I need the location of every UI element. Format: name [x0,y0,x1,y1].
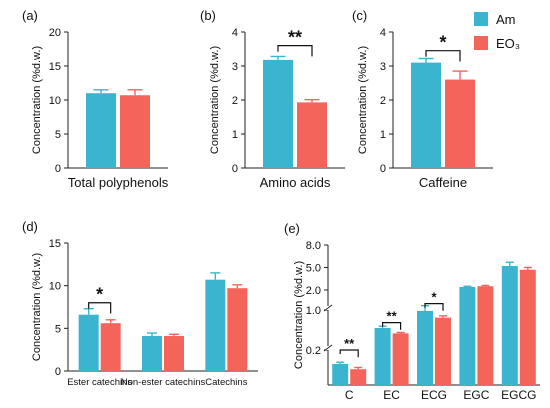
y-tick-label: 10 [49,281,61,293]
bar-e-0-3 [459,287,476,385]
panel-label: (c) [352,8,367,23]
x-tick-label: Catechins [205,377,247,388]
legend-label-eo3: EO₃ [496,36,520,51]
y-tick-label: 2 [232,95,238,107]
x-tick-label: Amino acids [260,175,331,190]
y-tick-label: 1.0 [306,305,321,317]
y-tick-label: 8.0 [306,240,321,252]
legend-label-am: Am [496,12,516,27]
chart-panel-c: (c) 0 1 2 3 4 Concentration (%d.w.) Caffeine * [352,8,493,190]
y-axis-label: Concentration (%d.w.) [31,46,43,154]
y-tick-label: 10 [49,95,61,107]
y-axis-label: Concentration (%d.w.) [293,261,305,369]
y-tick-label: 0 [232,163,238,175]
panel-label: (e) [284,221,300,236]
bar-d-1-1 [164,336,184,371]
x-tick-label: EC [383,388,400,402]
bar-d-0-2 [205,279,226,371]
y-tick-label: 1 [232,129,238,141]
significance-bracket [277,45,313,57]
bar-e-1-0 [350,369,367,385]
bar-e-0-1 [374,328,391,385]
significance-label: * [439,33,446,53]
y-tick-label: 15 [49,238,61,250]
y-tick-label: 3 [232,61,238,73]
panel-label: (a) [22,8,38,23]
y-tick-label: 5 [55,129,61,141]
chart-panel-d: (d) 0 5 10 15 Concentration (%d.w.) Ester cate… [22,219,258,388]
chart-panel-b: (b) 0 1 2 3 4 Concentration (%d.w.) Amino acids… [200,8,345,190]
y-tick-label: 4 [380,27,386,39]
chart-panel-a: (a) 0 5 10 15 20 Concentration (%d.w.) Total po… [22,8,169,190]
bar-e-1-3 [477,286,494,385]
x-tick-label: EGC [463,388,489,402]
bar-b-0-0 [263,59,293,168]
y-tick-label: 2 [380,95,386,107]
y-tick-label: 5.0 [306,263,321,275]
bar-d-1-2 [227,288,248,371]
x-tick-label: Caffeine [419,175,467,190]
y-tick-label: 0 [380,163,386,175]
bar-e-1-2 [435,317,451,385]
bar-c-0-0 [411,62,441,168]
significance-label: ** [344,336,355,351]
legend-swatch-eo3 [474,36,488,50]
bar-e-1-4 [519,269,536,385]
y-tick-label: 20 [49,27,61,39]
y-tick-label: 15 [49,61,61,73]
y-tick-label: 4 [232,27,238,39]
significance-bracket [382,322,402,330]
y-axis-label: Concentration (%d.w.) [357,46,369,154]
x-tick-label: C [345,388,354,402]
y-tick-label: 0 [55,366,61,378]
y-axis-label: Concentration (%d.w.) [31,253,43,361]
y-tick-label: 3 [380,61,386,73]
x-tick-label: ECG [421,388,447,402]
significance-label: ** [288,28,302,48]
significance-bracket [88,302,112,314]
x-tick-label: Total polyphenols [68,175,169,190]
legend: Am EO₃ [474,12,520,51]
x-tick-label: Ester catechins [67,377,132,388]
y-tick-label: 0.2 [306,345,321,357]
bar-e-0-0 [332,364,349,385]
y-tick-label: 5 [55,323,61,335]
legend-swatch-am [474,12,488,26]
bar-a-1-0 [120,95,150,168]
y-tick-label: 2.0 [306,285,321,297]
significance-bracket [339,349,359,358]
panel-label: (b) [200,8,216,23]
x-tick-label: Non-ester catechins [121,377,206,388]
y-axis-label: Concentration (%d.w.) [209,46,221,154]
y-tick-label: 1 [380,129,386,141]
bar-c-1-0 [445,79,475,168]
bar-d-0-0 [78,314,99,371]
significance-label: * [96,285,103,305]
significance-label: ** [387,309,398,324]
axis-break-gap [325,306,540,310]
axis-break-mark [323,304,333,312]
bar-e-0-2 [417,310,433,385]
x-tick-label: EGCG [501,388,536,402]
significance-bracket [424,303,444,311]
significance-label: * [431,290,437,305]
bar-d-0-1 [142,336,162,371]
panel-label: (d) [22,219,38,234]
bar-a-0-0 [86,93,116,168]
bar-e-0-4 [501,266,518,385]
axis-break-mark [323,344,333,352]
significance-bracket [425,50,461,62]
bar-b-1-0 [297,102,327,168]
y-tick-label: 0 [55,163,61,175]
bar-d-1-0 [100,323,121,371]
bar-e-1-1 [392,333,409,385]
